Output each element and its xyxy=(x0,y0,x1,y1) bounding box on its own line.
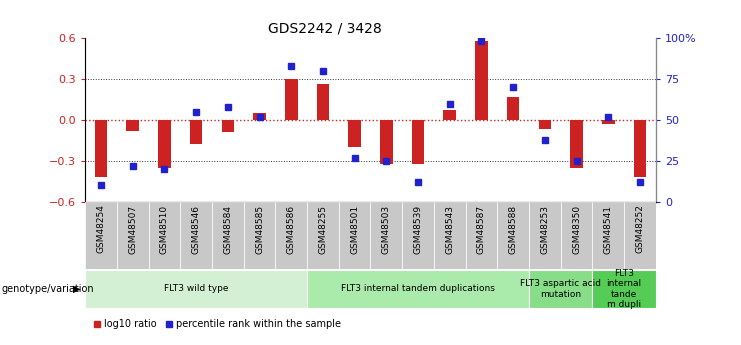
Legend: log10 ratio, percentile rank within the sample: log10 ratio, percentile rank within the … xyxy=(90,315,345,333)
Bar xyxy=(412,120,425,164)
Text: GSM48255: GSM48255 xyxy=(319,205,328,254)
Bar xyxy=(244,202,276,269)
Text: GSM48254: GSM48254 xyxy=(96,205,105,253)
Bar xyxy=(285,79,298,120)
Text: GSM48350: GSM48350 xyxy=(572,205,581,254)
Text: FLT3 aspartic acid
mutation: FLT3 aspartic acid mutation xyxy=(520,279,601,299)
Text: FLT3 internal tandem duplications: FLT3 internal tandem duplications xyxy=(341,284,495,294)
Text: GSM48588: GSM48588 xyxy=(508,205,518,254)
Bar xyxy=(539,120,551,129)
Text: GSM48510: GSM48510 xyxy=(160,205,169,254)
Bar xyxy=(222,120,234,132)
Text: GSM48541: GSM48541 xyxy=(604,205,613,254)
Bar xyxy=(85,202,117,269)
Bar xyxy=(475,41,488,120)
Text: GSM48539: GSM48539 xyxy=(413,205,422,254)
Bar xyxy=(85,270,307,308)
Bar xyxy=(307,202,339,269)
Bar xyxy=(339,202,370,269)
Bar xyxy=(307,270,529,308)
Text: GSM48253: GSM48253 xyxy=(540,205,549,254)
Text: GSM48507: GSM48507 xyxy=(128,205,137,254)
Bar xyxy=(434,202,465,269)
Bar xyxy=(570,120,583,168)
Text: FLT3 wild type: FLT3 wild type xyxy=(164,284,228,294)
Bar xyxy=(158,120,170,168)
Bar xyxy=(149,202,180,269)
Text: ▶: ▶ xyxy=(73,284,80,294)
Bar xyxy=(602,120,614,124)
Text: GSM48503: GSM48503 xyxy=(382,205,391,254)
Bar xyxy=(95,120,107,177)
Text: GSM48543: GSM48543 xyxy=(445,205,454,254)
Text: GSM48587: GSM48587 xyxy=(477,205,486,254)
Text: GSM48585: GSM48585 xyxy=(255,205,264,254)
Bar xyxy=(624,202,656,269)
Bar xyxy=(561,202,592,269)
Text: GSM48546: GSM48546 xyxy=(192,205,201,254)
Bar xyxy=(497,202,529,269)
Bar xyxy=(507,97,519,120)
Bar xyxy=(348,120,361,147)
Bar xyxy=(380,120,393,164)
Bar xyxy=(529,202,561,269)
Bar xyxy=(117,202,149,269)
Bar xyxy=(402,202,434,269)
Bar xyxy=(127,120,139,131)
Bar xyxy=(465,202,497,269)
Bar xyxy=(592,270,656,308)
Bar xyxy=(276,202,307,269)
Text: FLT3
internal
tande
m dupli: FLT3 internal tande m dupli xyxy=(607,269,642,309)
Bar xyxy=(529,270,592,308)
Text: genotype/variation: genotype/variation xyxy=(1,284,94,294)
Bar xyxy=(212,202,244,269)
Text: GSM48252: GSM48252 xyxy=(636,205,645,253)
Text: GSM48586: GSM48586 xyxy=(287,205,296,254)
Bar xyxy=(180,202,212,269)
Bar xyxy=(316,85,329,120)
Bar xyxy=(190,120,202,145)
Text: GSM48584: GSM48584 xyxy=(223,205,233,254)
Bar xyxy=(253,113,266,120)
Bar xyxy=(443,110,456,120)
Bar xyxy=(370,202,402,269)
Text: GSM48501: GSM48501 xyxy=(350,205,359,254)
Title: GDS2242 / 3428: GDS2242 / 3428 xyxy=(268,21,382,36)
Bar xyxy=(592,202,624,269)
Bar xyxy=(634,120,646,177)
